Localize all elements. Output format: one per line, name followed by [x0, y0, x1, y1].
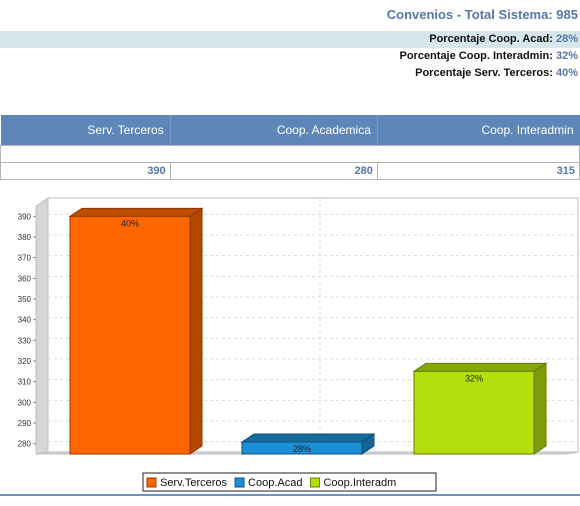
bottom-divider	[0, 494, 580, 496]
y-tick-label: 290	[18, 419, 32, 428]
cell-serv-terceros: 390	[0, 162, 171, 180]
chart-side-wall	[35, 197, 49, 455]
y-tick-label: 310	[18, 378, 32, 387]
y-tick-label: 280	[18, 440, 32, 449]
bar	[413, 370, 535, 455]
y-tick-label: 360	[18, 274, 32, 283]
bar-top	[412, 362, 548, 372]
bar-side	[189, 207, 203, 455]
percentage-value: 32%	[555, 50, 578, 62]
table-row: 390 280 315	[0, 162, 580, 180]
y-tick-label: 320	[18, 357, 32, 366]
y-tick-label: 350	[18, 295, 32, 304]
legend-swatch	[146, 477, 157, 488]
y-tick-label: 370	[18, 254, 32, 263]
cell-coop-academica: 280	[169, 162, 378, 180]
bar-data-label: 32%	[465, 373, 483, 383]
percentage-label: Porcentaje Coop. Interadmin:	[399, 50, 553, 62]
percentage-label: Porcentaje Coop. Acad:	[429, 33, 553, 45]
column-header-coop-interadmin: Coop. Interadmin	[377, 115, 580, 146]
legend: Serv.Terceros Coop.Acad Coop.Interadm	[142, 472, 437, 492]
bar-top	[240, 433, 376, 443]
summary-title-value: 985	[556, 7, 578, 22]
percentage-row-coop-acad: Porcentaje Coop. Acad: 28%	[0, 31, 580, 48]
legend-label: Serv.Terceros	[160, 477, 228, 489]
bar-top	[68, 207, 204, 217]
legend-label: Coop.Acad	[248, 477, 302, 489]
y-tick-label: 340	[18, 316, 32, 325]
bar	[241, 441, 363, 455]
column-header-coop-academica: Coop. Academica	[170, 115, 378, 146]
y-tick-label: 300	[18, 398, 32, 407]
legend-label: Coop.Interadm	[323, 477, 396, 489]
bar	[69, 215, 191, 455]
summary-title: Convenios - Total Sistema: 985	[387, 7, 578, 22]
cell-coop-interadmin: 315	[376, 162, 580, 180]
bar-side	[533, 362, 547, 455]
summary-table-header-row: Serv. Terceros Coop. Academica Coop. Int…	[0, 115, 580, 146]
y-tick-label: 390	[18, 212, 32, 221]
bar-data-label: 28%	[293, 444, 311, 454]
legend-swatch	[309, 477, 320, 488]
bar-chart: 280 290 300 310 320 330 340 350 360 370 380 390 40% 2…	[18, 197, 579, 492]
percentage-value: 28%	[555, 33, 578, 45]
legend-box	[142, 472, 437, 492]
bar-data-label: 40%	[121, 218, 139, 228]
percentage-value: 40%	[555, 67, 578, 79]
summary-title-label: Convenios - Total Sistema:	[386, 7, 553, 22]
percentage-row-coop-interadmin: Porcentaje Coop. Interadmin: 32%	[0, 48, 580, 65]
legend-swatch	[234, 477, 245, 488]
y-tick-label: 380	[18, 233, 32, 242]
summary-table: Serv. Terceros Coop. Academica Coop. Int…	[0, 115, 580, 180]
column-header-serv-terceros: Serv. Terceros	[0, 115, 171, 146]
percentage-label: Porcentaje Serv. Terceros:	[415, 67, 553, 79]
y-tick-label: 330	[18, 336, 32, 345]
percentage-row-serv-terceros: Porcentaje Serv. Terceros: 40%	[0, 65, 580, 82]
